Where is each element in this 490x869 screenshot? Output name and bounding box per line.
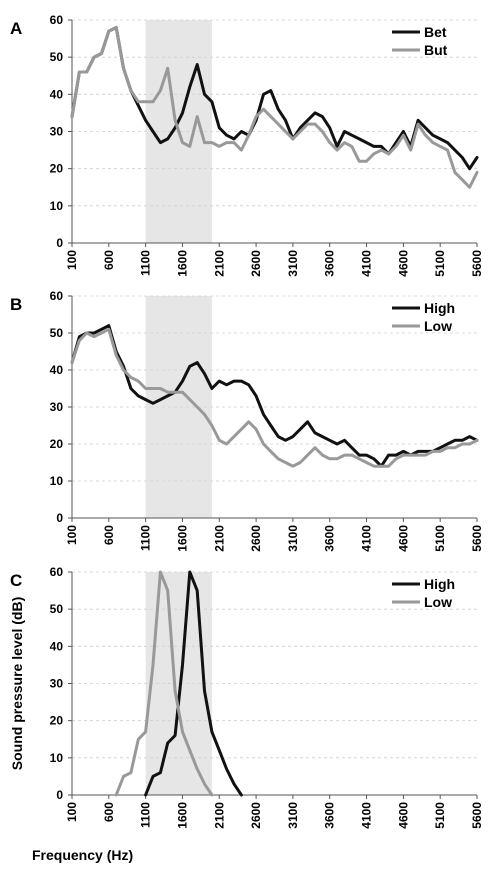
x-tick-label: 1600 xyxy=(175,525,189,552)
y-tick-label: 50 xyxy=(50,326,64,340)
y-tick-label: 60 xyxy=(50,289,64,303)
x-tick-label: 2100 xyxy=(212,525,226,552)
panel-letter: C xyxy=(10,571,22,590)
x-tick-label: 1100 xyxy=(139,250,153,276)
chart-panel-c: 0 10 20 30 40 50 60 100 600 1100 1600 2100 2600 3100 3… xyxy=(10,565,484,829)
y-tick-label: 40 xyxy=(50,639,64,653)
x-tick-label: 3100 xyxy=(286,250,300,277)
legend-label: Low xyxy=(424,318,452,334)
x-tick-label: 3600 xyxy=(323,525,337,552)
x-tick-label: 1100 xyxy=(139,525,153,551)
x-tick-label: 4100 xyxy=(360,802,374,829)
panel-letter: B xyxy=(10,295,22,314)
y-tick-label: 60 xyxy=(50,565,64,579)
x-tick-label: 2600 xyxy=(249,802,263,829)
series-line-low xyxy=(70,327,479,468)
chart-panel-a: 0 10 20 30 40 50 60 100 600 1100 1600 2100 2600 3100 3… xyxy=(10,13,484,277)
y-tick-label: 50 xyxy=(50,602,64,616)
legend-label: High xyxy=(424,576,455,592)
x-tick-label: 5600 xyxy=(470,802,484,829)
y-tick-label: 10 xyxy=(50,751,64,765)
x-tick-label: 600 xyxy=(102,250,116,270)
x-tick-label: 4100 xyxy=(360,250,374,277)
chart-panel-b: 0 10 20 30 40 50 60 100 600 1100 1600 2100 2600 3100 3… xyxy=(10,289,484,552)
x-tick-label: 4600 xyxy=(396,802,410,829)
y-tick-label: 40 xyxy=(50,363,64,377)
y-tick-label: 30 xyxy=(50,125,64,139)
y-tick-label: 20 xyxy=(50,162,64,176)
y-tick-label: 40 xyxy=(50,87,64,101)
x-tick-label: 2600 xyxy=(249,250,263,277)
x-tick-label: 1100 xyxy=(139,802,153,828)
x-tick-label: 3600 xyxy=(323,250,337,277)
x-axis-title: Frequency (Hz) xyxy=(32,847,133,863)
panel-letter: A xyxy=(10,19,22,38)
series-line-high xyxy=(144,570,243,797)
series-line-low xyxy=(114,570,214,797)
series-line-bet xyxy=(70,25,479,171)
x-tick-label: 1600 xyxy=(175,250,189,277)
y-tick-label: 30 xyxy=(50,400,64,414)
x-tick-label: 1600 xyxy=(175,802,189,829)
x-tick-label: 5100 xyxy=(433,525,447,552)
x-tick-label: 5100 xyxy=(433,250,447,277)
x-tick-label: 600 xyxy=(102,525,116,545)
y-tick-label: 10 xyxy=(50,474,64,488)
x-tick-label: 100 xyxy=(65,802,79,822)
y-tick-label: 0 xyxy=(56,788,63,802)
x-tick-label: 5100 xyxy=(433,802,447,829)
x-tick-label: 2600 xyxy=(249,525,263,552)
x-tick-label: 600 xyxy=(102,802,116,822)
legend-label: High xyxy=(424,300,455,316)
x-tick-label: 3100 xyxy=(286,802,300,829)
y-tick-label: 20 xyxy=(50,437,64,451)
shaded-band xyxy=(145,572,212,795)
x-tick-label: 5600 xyxy=(470,250,484,277)
y-tick-label: 30 xyxy=(50,677,64,691)
y-tick-label: 0 xyxy=(56,236,63,250)
y-tick-label: 60 xyxy=(50,13,64,27)
y-axis-title: Sound pressure level (dB) xyxy=(9,597,25,770)
x-tick-label: 3100 xyxy=(286,525,300,552)
series-line-but xyxy=(70,25,479,189)
legend-label: Low xyxy=(424,594,452,610)
shaded-band xyxy=(145,296,212,518)
y-tick-label: 20 xyxy=(50,714,64,728)
x-tick-label: 4100 xyxy=(360,525,374,552)
x-tick-label: 5600 xyxy=(470,525,484,552)
y-tick-label: 0 xyxy=(56,511,63,525)
x-tick-label: 4600 xyxy=(396,250,410,277)
x-tick-label: 2100 xyxy=(212,802,226,829)
y-tick-label: 10 xyxy=(50,199,64,213)
legend-label: But xyxy=(424,42,448,58)
x-tick-label: 3600 xyxy=(323,802,337,829)
series-line-high xyxy=(70,324,479,468)
x-tick-label: 2100 xyxy=(212,250,226,277)
x-tick-label: 100 xyxy=(65,250,79,270)
x-tick-label: 100 xyxy=(65,525,79,545)
x-tick-label: 4600 xyxy=(396,525,410,552)
y-tick-label: 50 xyxy=(50,50,64,64)
legend-label: Bet xyxy=(424,24,447,40)
